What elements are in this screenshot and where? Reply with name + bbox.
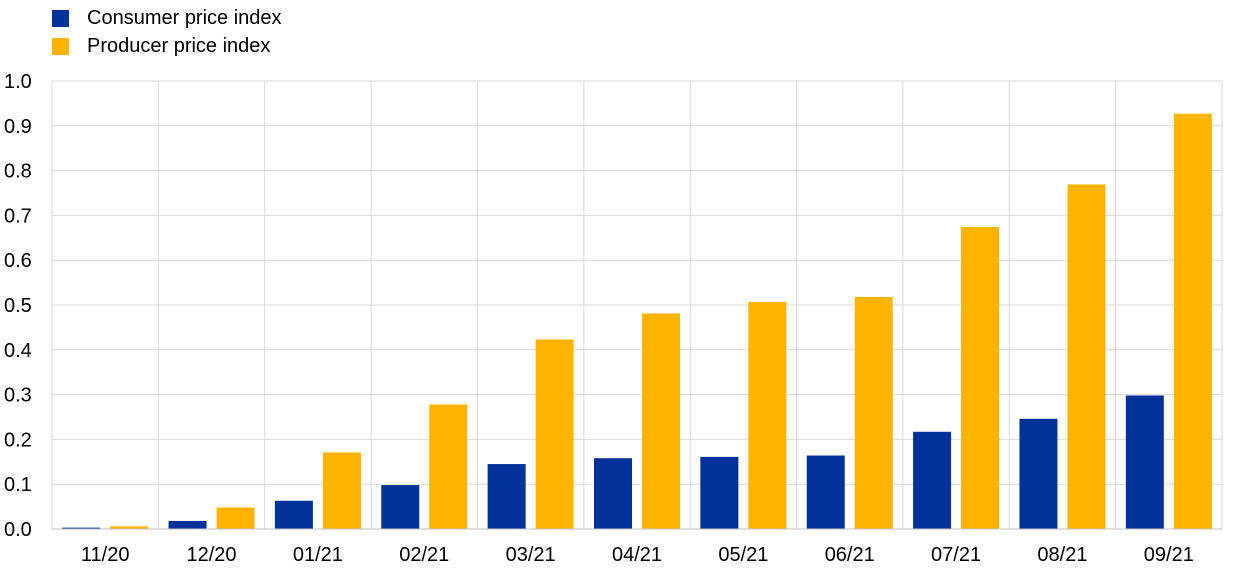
bar-cpi: [168, 520, 207, 529]
legend-swatch-cpi: [52, 9, 69, 27]
y-tick-label: 0.2: [4, 429, 32, 451]
bar-ppi: [1067, 184, 1106, 529]
bar-ppi: [961, 227, 1000, 529]
y-tick-label: 0.3: [4, 385, 32, 407]
bar-cpi: [913, 431, 952, 529]
x-tick-label: 11/20: [81, 544, 130, 566]
x-tick-label: 03/21: [506, 544, 556, 566]
x-tick-label: 04/21: [612, 544, 662, 566]
y-tick-label: 0.8: [4, 161, 32, 183]
x-tick-label: 07/21: [931, 544, 981, 566]
bar-ppi: [748, 301, 787, 529]
bar-cpi: [1019, 418, 1058, 529]
x-tick-label: 02/21: [399, 544, 449, 566]
y-tick-label: 1.0: [4, 71, 32, 93]
bar-cpi: [1125, 395, 1164, 529]
bar-ppi: [216, 507, 255, 529]
legend-label-ppi: Producer price index: [87, 34, 271, 57]
x-tick-label: 01/21: [293, 544, 343, 566]
bar-ppi: [110, 526, 149, 529]
legend-item-cpi: Consumer price index: [52, 4, 282, 32]
y-tick-label: 0.7: [4, 205, 32, 227]
y-tick-label: 0.9: [4, 116, 32, 138]
bar-cpi: [806, 455, 845, 529]
x-tick-label: 05/21: [718, 544, 768, 566]
bar-cpi: [381, 485, 420, 529]
bar-cpi: [274, 500, 313, 529]
x-tick-label: 06/21: [825, 544, 875, 566]
bar-ppi: [1173, 113, 1212, 529]
y-tick-label: 0.4: [4, 340, 32, 362]
legend-label-cpi: Consumer price index: [87, 6, 282, 29]
bar-ppi: [854, 296, 893, 529]
bar-ppi: [642, 313, 680, 529]
bar-cpi: [700, 456, 739, 529]
x-tick-label: 09/21: [1144, 544, 1194, 566]
legend: Consumer price index Producer price inde…: [52, 4, 282, 60]
y-tick-label: 0.1: [4, 474, 32, 496]
x-tick-label: 08/21: [1037, 544, 1087, 566]
bar-ppi: [535, 339, 574, 529]
bar-cpi: [487, 464, 526, 529]
y-tick-label: 0.0: [4, 519, 32, 541]
bar-cpi: [62, 527, 101, 529]
legend-item-ppi: Producer price index: [52, 32, 282, 60]
legend-swatch-ppi: [52, 37, 69, 55]
bar-ppi: [429, 404, 468, 529]
y-tick-label: 0.6: [4, 250, 32, 272]
y-tick-label: 0.5: [4, 295, 32, 317]
bar-cpi: [594, 458, 632, 529]
bar-ppi: [322, 452, 361, 529]
x-tick-label: 12/20: [187, 544, 237, 566]
